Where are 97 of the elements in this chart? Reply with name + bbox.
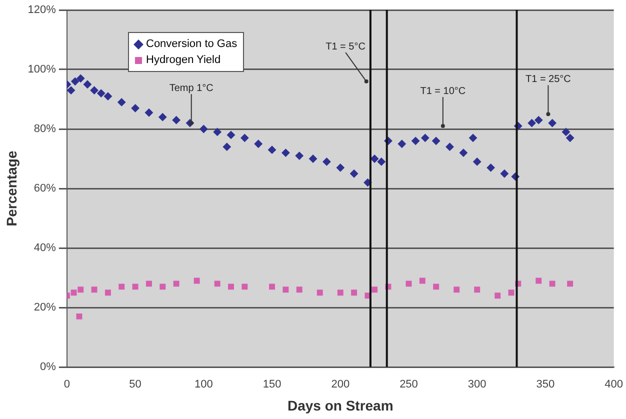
point — [227, 130, 235, 139]
point — [446, 142, 454, 151]
point — [228, 284, 234, 290]
point — [494, 292, 501, 299]
y-tick-label: 0% — [40, 361, 56, 374]
point — [146, 280, 152, 287]
point — [173, 280, 180, 287]
point — [536, 278, 542, 284]
x-axis-title: Days on Stream — [287, 397, 394, 414]
point — [71, 77, 80, 86]
point — [118, 98, 126, 106]
point — [158, 113, 167, 122]
point — [76, 74, 85, 82]
annotation: T1 = 5°C — [326, 41, 366, 52]
x-tick-label: 150 — [262, 378, 282, 391]
point — [370, 154, 379, 163]
point — [454, 286, 460, 293]
point — [144, 108, 153, 117]
point — [534, 116, 543, 124]
point — [432, 136, 440, 145]
point — [508, 290, 514, 296]
point — [295, 152, 304, 160]
point — [97, 89, 106, 98]
legend-label: Conversion to Gas — [145, 37, 238, 52]
point — [548, 119, 556, 128]
point — [562, 128, 570, 136]
point — [104, 290, 111, 296]
point — [500, 170, 508, 178]
point — [76, 313, 82, 320]
annotation: T1 = 10°C — [420, 86, 466, 98]
point — [194, 278, 200, 284]
point — [222, 142, 231, 151]
point — [213, 128, 222, 136]
point — [412, 136, 420, 145]
point — [421, 134, 430, 142]
x-tick-label: 50 — [129, 378, 142, 391]
x-tick-label: 400 — [604, 378, 624, 391]
y-tick-label: 120% — [28, 4, 56, 16]
point — [70, 290, 77, 296]
point — [473, 158, 482, 166]
x-tick-label: 0 — [64, 378, 70, 391]
point — [322, 158, 331, 166]
point — [350, 170, 358, 178]
point — [398, 140, 406, 148]
point — [282, 286, 289, 293]
y-axis-title: Percentage — [3, 150, 20, 226]
point — [474, 286, 480, 293]
point — [469, 134, 477, 142]
point — [316, 290, 323, 296]
point — [254, 140, 262, 148]
point — [242, 284, 248, 290]
point — [104, 92, 112, 100]
x-tick-label: 350 — [536, 378, 555, 391]
point — [172, 116, 180, 124]
y-tick-label: 20% — [34, 302, 56, 314]
point — [406, 280, 412, 287]
annotation: T1 = 25°C — [525, 74, 571, 86]
x-tick-label: 100 — [194, 378, 213, 391]
y-tick-label: 60% — [34, 182, 56, 195]
point — [528, 119, 536, 128]
point — [296, 286, 302, 293]
point — [83, 80, 92, 88]
point — [372, 286, 378, 293]
point — [78, 286, 84, 293]
point — [90, 86, 98, 94]
point — [132, 284, 138, 290]
y-tick-label: 100% — [28, 64, 56, 76]
point — [309, 154, 318, 163]
y-tick-label: 80% — [34, 123, 56, 136]
point — [549, 280, 556, 287]
point — [91, 286, 98, 293]
x-tick-label: 250 — [400, 378, 418, 391]
legend-label: Hydrogen Yield — [145, 53, 222, 68]
point — [67, 86, 76, 94]
point — [433, 284, 440, 290]
point — [377, 158, 386, 166]
point — [419, 278, 426, 284]
point — [269, 284, 275, 290]
point — [336, 164, 344, 172]
point — [282, 148, 290, 157]
x-tick-label: 300 — [468, 378, 486, 391]
annotation: Temp 1°C — [169, 83, 214, 94]
point — [486, 164, 495, 172]
point — [240, 134, 249, 142]
point — [566, 134, 574, 142]
point — [214, 280, 220, 287]
point — [160, 284, 166, 290]
point — [131, 104, 140, 112]
y-tick-label: 40% — [34, 242, 56, 254]
point — [459, 148, 468, 157]
x-tick-label: 200 — [331, 378, 350, 391]
point — [337, 290, 344, 296]
point — [200, 125, 208, 133]
point — [118, 284, 125, 290]
point — [351, 290, 358, 296]
point — [567, 280, 574, 287]
point — [268, 146, 276, 154]
